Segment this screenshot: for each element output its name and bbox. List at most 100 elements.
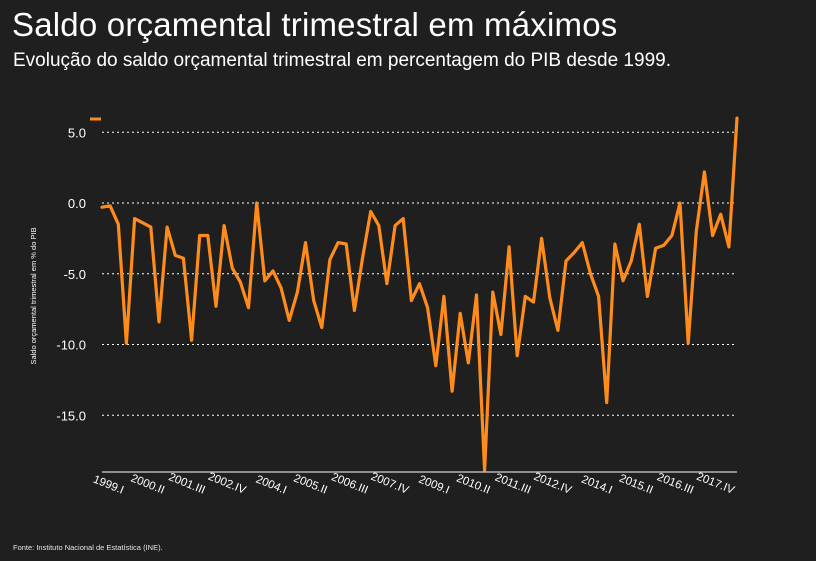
- y-tick-label: -15.0: [56, 408, 86, 423]
- data-point: [403, 218, 404, 219]
- x-tick-label: 2007.IV: [369, 471, 411, 497]
- x-tick-label: 2005.II: [292, 472, 329, 496]
- data-point: [704, 171, 705, 172]
- data-point: [663, 245, 664, 246]
- data-point: [623, 280, 624, 281]
- data-point: [720, 214, 721, 215]
- data-point: [525, 296, 526, 297]
- data-point: [281, 287, 282, 288]
- data-point: [386, 283, 387, 284]
- y-axis-ticks: 5.0 0.0 -5.0 -10.0 -15.0: [56, 125, 86, 423]
- data-point: [517, 355, 518, 356]
- source-note: Fonte: Instituto Nacional de Estatística…: [13, 543, 163, 552]
- data-point: [175, 255, 176, 256]
- data-point: [150, 227, 151, 228]
- data-point: [395, 225, 396, 226]
- data-point: [183, 258, 184, 259]
- data-point: [297, 292, 298, 293]
- x-tick-label: 2016.III: [655, 471, 695, 497]
- data-point: [240, 282, 241, 283]
- data-point: [370, 211, 371, 212]
- data-point: [484, 470, 485, 471]
- data-point: [452, 391, 453, 392]
- x-tick-label: 2017.IV: [695, 471, 737, 497]
- data-point: [289, 320, 290, 321]
- data-point: [566, 261, 567, 262]
- data-point: [468, 362, 469, 363]
- data-point: [728, 246, 729, 247]
- series-line: [100, 116, 739, 472]
- data-point: [606, 402, 607, 403]
- data-point: [329, 259, 330, 260]
- data-point: [427, 307, 428, 308]
- page-title: Saldo orçamental trimestral em máximos: [12, 6, 618, 43]
- data-point: [134, 218, 135, 219]
- data-point: [313, 300, 314, 301]
- data-point: [533, 302, 534, 303]
- y-tick-label: -10.0: [56, 338, 86, 353]
- y-tick-label: 0.0: [68, 196, 86, 211]
- data-point: [639, 224, 640, 225]
- data-point: [737, 118, 738, 119]
- data-point: [321, 327, 322, 328]
- data-point: [256, 203, 257, 204]
- data-point: [696, 231, 697, 232]
- x-tick-label: 2014.I: [580, 474, 614, 497]
- data-point: [264, 280, 265, 281]
- data-point: [191, 340, 192, 341]
- data-point: [248, 307, 249, 308]
- data-point: [443, 296, 444, 297]
- x-axis-ticks: 1999.I 2000.II 2001.III 2002.IV 2004.I 2005.I…: [91, 471, 736, 497]
- data-point: [102, 207, 103, 208]
- data-point: [216, 306, 217, 307]
- x-tick-label: 2000.II: [129, 472, 166, 496]
- data-point: [338, 242, 339, 243]
- data-point: [167, 227, 168, 228]
- series: [100, 116, 739, 472]
- x-tick-label: 2001.III: [167, 471, 207, 497]
- data-point: [232, 268, 233, 269]
- x-tick-label: 2011.III: [493, 472, 532, 497]
- data-point: [541, 238, 542, 239]
- x-tick-label: 2010.II: [455, 472, 492, 496]
- x-tick-label: 2006.III: [330, 471, 370, 497]
- data-point: [476, 295, 477, 296]
- data-point: [549, 297, 550, 298]
- data-point: [655, 248, 656, 249]
- data-point: [378, 225, 379, 226]
- data-point: [598, 296, 599, 297]
- data-point: [680, 203, 681, 204]
- data-point: [671, 235, 672, 236]
- x-tick-label: 2004.I: [254, 474, 288, 497]
- data-point: [435, 365, 436, 366]
- data-point: [492, 292, 493, 293]
- x-tick-label: 2009.I: [417, 474, 451, 497]
- data-point: [688, 343, 689, 344]
- data-point: [411, 300, 412, 301]
- x-tick-label: 2015.II: [617, 472, 654, 496]
- data-point: [712, 235, 713, 236]
- page-subtitle: Evolução do saldo orçamental trimestral …: [13, 50, 671, 71]
- data-point: [614, 244, 615, 245]
- data-point: [647, 296, 648, 297]
- data-point: [460, 313, 461, 314]
- data-point: [500, 334, 501, 335]
- y-axis-label: Saldo orçamental trimestral em % do PIB: [29, 227, 38, 364]
- data-point: [362, 258, 363, 259]
- data-point: [118, 224, 119, 225]
- y-tick-label: -5.0: [64, 267, 86, 282]
- grid-lines: [102, 131, 737, 416]
- data-point: [159, 321, 160, 322]
- data-point: [142, 222, 143, 223]
- data-point: [346, 244, 347, 245]
- data-point: [631, 261, 632, 262]
- data-point: [273, 270, 274, 271]
- data-point: [207, 235, 208, 236]
- x-tick-label: 2012.IV: [532, 471, 574, 497]
- data-point: [354, 310, 355, 311]
- data-point: [590, 273, 591, 274]
- y-tick-label: 5.0: [68, 125, 86, 140]
- data-point: [110, 205, 111, 206]
- data-point: [582, 242, 583, 243]
